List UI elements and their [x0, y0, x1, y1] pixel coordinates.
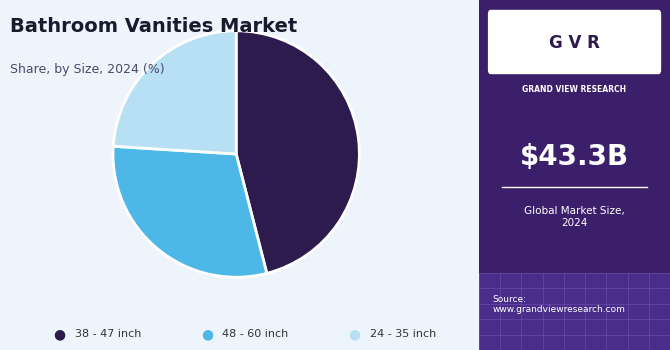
FancyBboxPatch shape — [488, 10, 661, 74]
Text: Bathroom Vanities Market: Bathroom Vanities Market — [10, 18, 297, 36]
Text: GRAND VIEW RESEARCH: GRAND VIEW RESEARCH — [523, 85, 626, 94]
Text: ●: ● — [54, 327, 66, 341]
Text: $43.3B: $43.3B — [520, 144, 629, 172]
Wedge shape — [113, 146, 267, 277]
Text: 48 - 60 inch: 48 - 60 inch — [222, 329, 289, 339]
Wedge shape — [113, 31, 237, 154]
Text: G V R: G V R — [549, 34, 600, 52]
Text: 24 - 35 inch: 24 - 35 inch — [370, 329, 436, 339]
Text: Share, by Size, 2024 (%): Share, by Size, 2024 (%) — [10, 63, 165, 76]
FancyBboxPatch shape — [479, 273, 670, 350]
FancyBboxPatch shape — [479, 0, 670, 350]
Text: Source:
www.grandviewresearch.com: Source: www.grandviewresearch.com — [492, 295, 625, 314]
Text: ●: ● — [201, 327, 213, 341]
Text: ●: ● — [348, 327, 360, 341]
Text: 38 - 47 inch: 38 - 47 inch — [75, 329, 141, 339]
Text: Global Market Size,
2024: Global Market Size, 2024 — [524, 206, 625, 228]
Wedge shape — [236, 31, 359, 273]
